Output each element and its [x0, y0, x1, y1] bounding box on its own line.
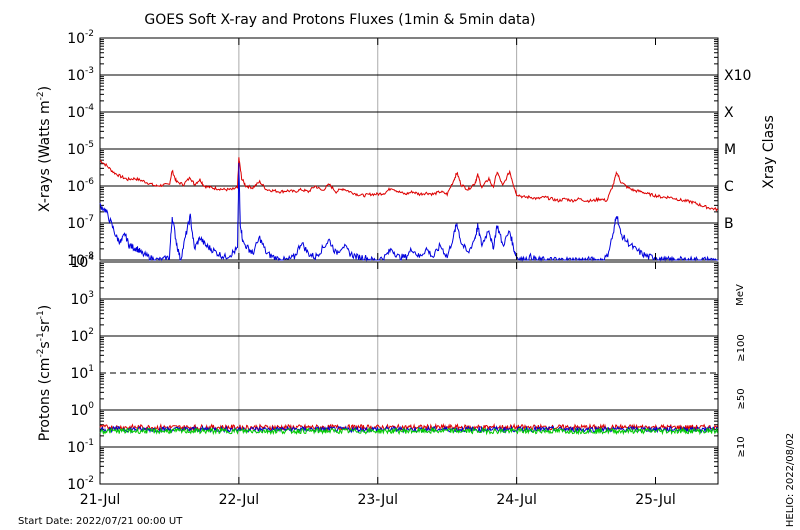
- energy-label-100: ≥100: [736, 334, 747, 361]
- chart-title: GOES Soft X-ray and Protons Fluxes (1min…: [144, 12, 535, 28]
- proton-y-tick: 101: [70, 364, 94, 382]
- xray-y-tick-labels: 10-2 10-3 10-4 10-5 10-6 10-7 10-8: [67, 29, 94, 269]
- xray-y-tick: 10-3: [67, 66, 94, 84]
- helio-stamp: HELIO: 2022/08/02: [785, 433, 796, 527]
- proton-y-tick: 10-1: [67, 438, 94, 456]
- proton-y-tick: 10-2: [67, 475, 94, 493]
- xray-y-tick: 10-2: [67, 29, 94, 47]
- xray-class-label: C: [724, 179, 734, 195]
- x-tick-label: 24-Jul: [496, 492, 537, 508]
- x-tick-label: 21-Jul: [80, 492, 121, 508]
- proton-y-tick: 102: [70, 327, 94, 345]
- xray-long-series-line: [99, 157, 719, 212]
- proton-y-tick: 104: [70, 253, 94, 271]
- energy-unit-label: MeV: [735, 284, 746, 306]
- xray-y-tick: 10-4: [67, 103, 94, 121]
- proton-series-lines: [99, 422, 718, 436]
- xray-class-label: B: [724, 216, 734, 232]
- x-tick-label: 23-Jul: [357, 492, 398, 508]
- xray-class-label: X: [724, 105, 734, 121]
- proton-panel: 104 103 102 101 100 10-1 10-2 Protons (cm-2s-1…: [36, 253, 747, 493]
- proton-horizontal-grid: [100, 263, 718, 474]
- xray-short-series-line: [99, 162, 718, 262]
- x-tick-label: 22-Jul: [219, 492, 260, 508]
- proton-series-p100: [99, 426, 718, 436]
- xray-panel: 10-2 10-3 10-4 10-5 10-6 10-7 10-8 X10 X M C B X-r…: [36, 29, 777, 269]
- proton-y-tick-labels: 104 103 102 101 100 10-1 10-2: [67, 253, 94, 493]
- x-tick-labels: 21-Jul 22-Jul 23-Jul 24-Jul 25-Jul: [80, 38, 676, 508]
- xray-class-label: X10: [724, 68, 751, 84]
- xray-class-label: M: [724, 142, 736, 158]
- proton-y-tick: 103: [70, 290, 94, 308]
- xray-y-axis-label: X-rays (Watts m-2): [36, 86, 53, 212]
- proton-y-tick: 100: [70, 401, 94, 419]
- x-tick-label: 25-Jul: [635, 492, 676, 508]
- energy-label-50: ≥50: [736, 388, 747, 409]
- xray-y-tick: 10-5: [67, 140, 94, 158]
- proton-series-p50: [99, 424, 718, 434]
- xray-class-labels: X10 X M C B: [724, 68, 751, 232]
- xray-y-tick: 10-7: [67, 214, 94, 232]
- proton-y-axis-label: Protons (cm-2s-1sr-1): [36, 305, 53, 441]
- energy-label-10: ≥10: [736, 436, 747, 457]
- xray-y-tick: 10-8: [67, 251, 94, 269]
- xray-class-axis-label: Xray Class: [761, 115, 777, 189]
- xray-y-tick: 10-6: [67, 177, 94, 195]
- start-date-label: Start Date: 2022/07/21 00:00 UT: [18, 516, 183, 527]
